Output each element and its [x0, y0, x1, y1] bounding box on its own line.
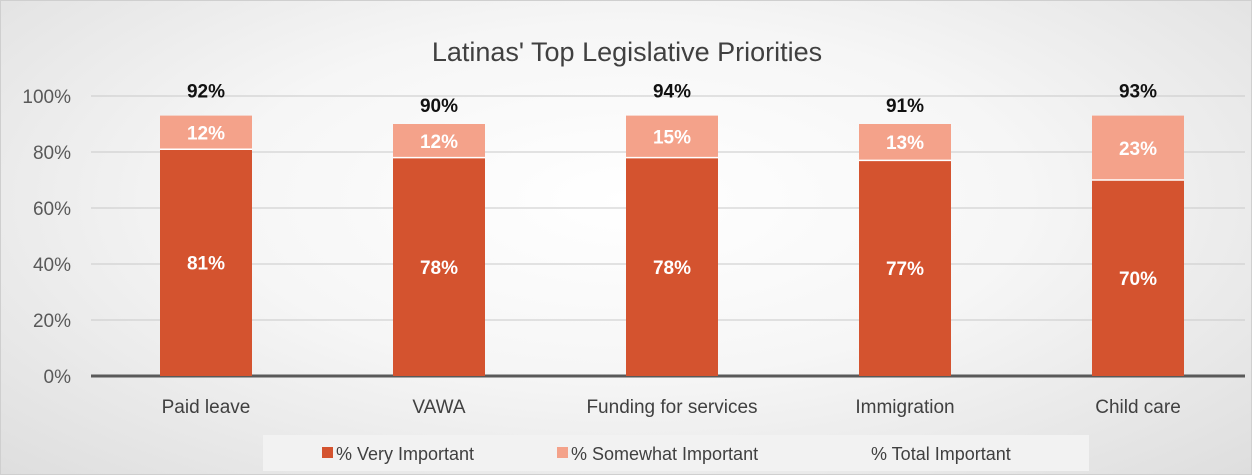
label-very-important: 77% — [886, 259, 924, 280]
bar-somewhat-important — [859, 124, 951, 161]
legend-background — [263, 435, 1089, 471]
label-very-important: 78% — [653, 258, 691, 279]
bar-very-important — [393, 157, 485, 376]
x-category-label: Paid leave — [162, 397, 251, 418]
y-tick-label: 0% — [44, 367, 72, 388]
label-somewhat-important: 12% — [187, 123, 225, 144]
bar-very-important — [626, 157, 718, 376]
x-category-label: Immigration — [855, 397, 954, 418]
legend-swatch — [322, 447, 333, 458]
label-very-important: 78% — [420, 258, 458, 279]
y-tick-label: 60% — [33, 199, 71, 220]
label-somewhat-important: 12% — [420, 132, 458, 153]
legend: % Very Important % Somewhat Important % To… — [322, 444, 1011, 464]
x-category-label: Funding for services — [586, 397, 757, 418]
legend-label: % Somewhat Important — [571, 444, 758, 464]
y-tick-label: 80% — [33, 143, 71, 164]
y-tick-label: 40% — [33, 255, 71, 276]
bar-somewhat-important — [626, 115, 718, 158]
y-tick-label: 100% — [22, 87, 71, 108]
label-very-important: 81% — [187, 254, 225, 275]
x-axis: Paid leave VAWA Funding for services Immigr… — [162, 397, 1181, 418]
label-somewhat-important: 15% — [653, 128, 691, 149]
legend-label: % Total Important — [871, 444, 1011, 464]
legend-label: % Very Important — [336, 444, 474, 464]
bar-somewhat-important — [1092, 115, 1184, 180]
label-total-important: 93% — [1119, 82, 1157, 103]
y-tick-label: 20% — [33, 311, 71, 332]
label-very-important: 70% — [1119, 269, 1157, 290]
label-total-important: 92% — [187, 82, 225, 103]
label-total-important: 91% — [886, 96, 924, 117]
bar-somewhat-important — [393, 124, 485, 158]
legend-swatch — [557, 447, 568, 458]
label-somewhat-important: 13% — [886, 133, 924, 154]
label-total-important: 94% — [653, 82, 691, 103]
chart-title: Latinas' Top Legislative Priorities — [432, 37, 822, 67]
bars: 81% 12% 92% 78% 12% 90% 78% 15% 94% 77% 13% 91% 70% 2… — [160, 82, 1184, 376]
label-total-important: 90% — [420, 96, 458, 117]
bar-very-important — [859, 160, 951, 376]
x-category-label: Child care — [1095, 397, 1181, 418]
x-category-label: VAWA — [412, 397, 465, 418]
label-somewhat-important: 23% — [1119, 139, 1157, 160]
bar-very-important — [1092, 180, 1184, 376]
bar-very-important — [160, 149, 252, 376]
bar-somewhat-important — [160, 115, 252, 150]
